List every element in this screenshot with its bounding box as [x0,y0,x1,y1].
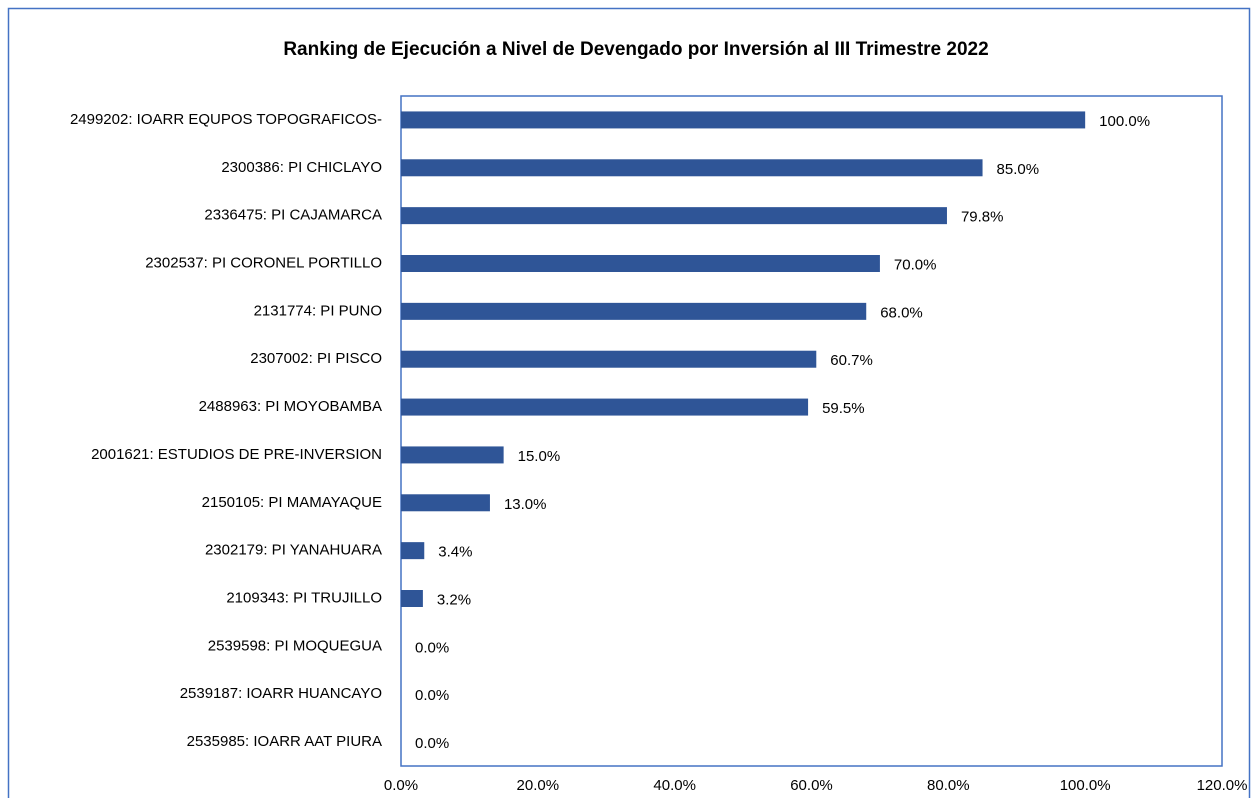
y-tick-label: 2539598: PI MOQUEGUA [208,637,382,654]
bar [401,207,947,225]
value-label: 70.0% [894,256,937,273]
x-tick-label: 100.0% [1060,777,1111,794]
chart-frame [7,7,1251,798]
y-tick-label: 2539187: IOARR HUANCAYO [180,685,382,702]
y-tick-label: 2302179: PI YANAHUARA [205,542,382,559]
value-label: 79.8% [961,209,1004,226]
value-label: 0.0% [415,735,449,752]
x-tick-label: 60.0% [790,777,833,794]
bar [401,111,1086,129]
y-tick-label: 2302537: PI CORONEL PORTILLO [145,254,382,271]
y-tick-label: 2150105: PI MAMAYAQUE [202,494,382,511]
bar [401,302,867,320]
value-label: 3.4% [438,544,472,561]
bar [401,590,423,607]
x-tick-label: 40.0% [653,777,696,794]
value-label: 13.0% [504,496,547,513]
value-label: 59.5% [822,400,865,417]
y-tick-label: 2300386: PI CHICLAYO [221,159,382,176]
y-tick-label: 2499202: IOARR EQUPOS TOPOGRAFICOS- [70,111,382,128]
value-label: 85.0% [997,161,1040,178]
value-label: 60.7% [830,352,873,369]
y-tick-label: 2001621: ESTUDIOS DE PRE-INVERSION [91,446,382,463]
value-label: 3.2% [437,591,471,608]
y-tick-label: 2109343: PI TRUJILLO [226,589,382,606]
y-tick-label: 2336475: PI CAJAMARCA [204,207,382,224]
y-tick-label: 2488963: PI MOYOBAMBA [199,398,382,415]
bar [401,446,504,464]
y-tick-label: 2535985: IOARR AAT PIURA [187,733,382,750]
y-tick-label: 2131774: PI PUNO [254,302,382,319]
plot-area [400,95,1223,767]
x-tick-label: 20.0% [517,777,560,794]
bar [401,494,490,512]
bar [401,398,809,416]
bar [401,542,425,560]
value-label: 100.0% [1099,113,1150,130]
bar [401,350,817,368]
y-tick-label: 2307002: PI PISCO [250,350,382,367]
bar [401,159,983,177]
chart-title: Ranking de Ejecución a Nivel de Devengad… [283,39,988,60]
x-tick-label: 120.0% [1197,777,1248,794]
x-tick-label: 80.0% [927,777,970,794]
bar [401,255,880,272]
value-label: 0.0% [415,687,449,704]
value-label: 68.0% [880,304,923,321]
value-label: 15.0% [518,448,561,465]
value-label: 0.0% [415,639,449,656]
x-tick-label: 0.0% [384,777,418,794]
